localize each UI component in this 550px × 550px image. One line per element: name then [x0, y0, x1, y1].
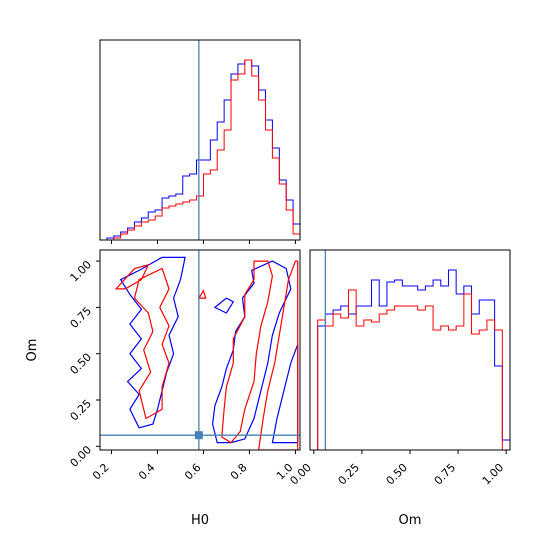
Om-y-tick-label: 0.25	[68, 397, 95, 424]
Om-y-tick-label: 0.75	[68, 304, 95, 331]
Om-tick-label: 0.25	[336, 461, 363, 488]
H0-histogram-frame	[99, 39, 301, 241]
contour-red-level	[257, 260, 299, 450]
Om-y-axis-label: Om	[25, 339, 40, 362]
H0-histogram-red-steps	[100, 59, 300, 240]
Om-tick-label: 0.50	[384, 461, 411, 488]
H0-histogram-blue-steps	[100, 59, 300, 240]
Om-histogram-blue-steps	[310, 269, 510, 450]
H0-tick-label: 0.8	[228, 461, 250, 483]
contour-red-level	[133, 267, 170, 420]
Om-y-tick-label: 1.00	[68, 258, 95, 285]
Om-tick-label: 0.00	[287, 461, 314, 488]
H0-histogram-series	[100, 59, 300, 240]
H0-tick-label: 0.4	[136, 461, 158, 483]
H0-tick-label: 0.6	[182, 461, 204, 483]
contour-panel-frame	[99, 249, 301, 451]
Om-histogram-red-steps	[310, 289, 510, 450]
contour-blue-level	[211, 260, 292, 444]
Om-tick-labels: 0.00 0.25 0.50 0.75 1.00	[287, 450, 507, 488]
H0-axis-label: H0	[191, 513, 209, 528]
contour-series	[114, 256, 299, 450]
Om-tick-label: 0.75	[432, 461, 459, 488]
Om-y-tick-labels: 0.00 0.25 0.50 0.75 1.00	[68, 258, 100, 470]
Om-histogram-panel	[309, 249, 511, 451]
Om-y-tick-label: 0.00	[68, 443, 95, 470]
truth-point-marker	[194, 431, 203, 440]
contour-blue-level	[213, 297, 235, 314]
contour-blue-level	[119, 256, 186, 429]
contour-blue-level	[271, 344, 299, 444]
contour-red-level	[221, 260, 274, 444]
H0-tick-label: 0.2	[90, 461, 112, 483]
contour-red-level	[114, 263, 150, 290]
Om-y-tick-label: 0.50	[68, 351, 95, 378]
Om-histogram-series	[310, 269, 510, 450]
H0-histogram-panel	[99, 39, 301, 244]
Om-axis-label: Om	[399, 513, 422, 528]
Om-histogram-frame	[309, 249, 511, 451]
H0-tick-labels: 0.2 0.4 0.6 0.8 1.0	[90, 450, 296, 483]
H0-Om-contour-panel	[99, 249, 301, 451]
Om-tick-label: 1.00	[480, 461, 507, 488]
contour-red-level	[197, 289, 207, 299]
